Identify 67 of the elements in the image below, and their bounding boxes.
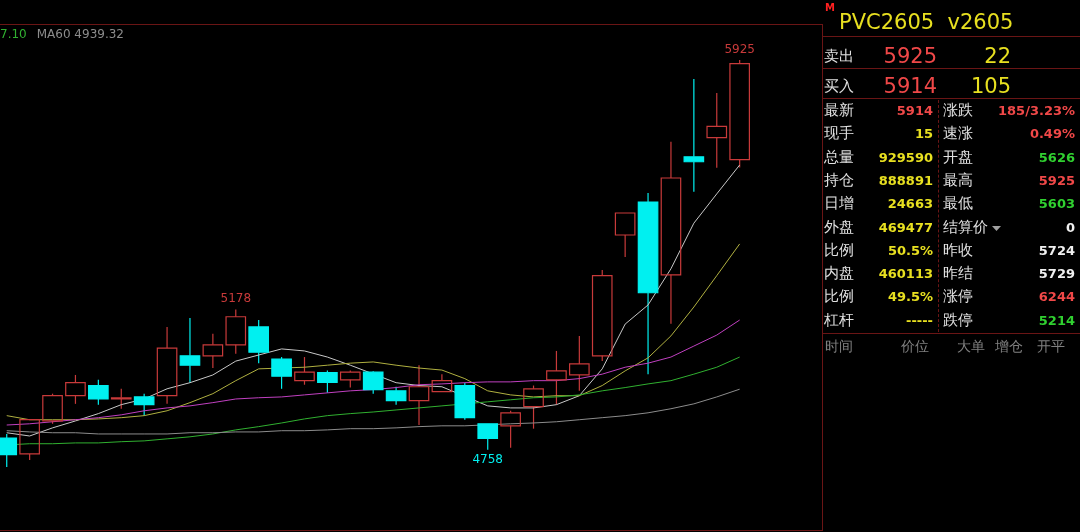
text: 跌停 [943, 310, 973, 329]
text: 5603 [1038, 195, 1075, 211]
annotation: 5178 [220, 291, 252, 306]
text: 5729 [1038, 265, 1075, 281]
text: 最低 [943, 193, 973, 212]
text: 5724 [1038, 242, 1075, 258]
text: 469477 [878, 219, 933, 234]
text: ----- [906, 312, 933, 328]
text: 现手 [824, 123, 854, 142]
text: 总量 [824, 147, 854, 166]
text: 929590 [878, 149, 933, 165]
candlestick [202, 333, 224, 369]
candlestick [706, 92, 728, 169]
text: 6244 [1038, 288, 1075, 304]
text: 5914 [896, 102, 933, 118]
text: 460113 [878, 265, 933, 281]
candlestick [637, 192, 659, 375]
text: 22 [984, 43, 1011, 68]
text: 日增 [824, 193, 854, 212]
text: 时间 [825, 338, 853, 354]
text: 开平 [1037, 338, 1065, 354]
candlestick [683, 78, 705, 193]
text: 5214 [1038, 312, 1075, 328]
candlestick [156, 326, 178, 405]
text: 买入 [824, 76, 854, 95]
text: 昨收 [943, 240, 973, 259]
text: M [825, 2, 835, 13]
text: 昨结 [943, 263, 973, 282]
text: 持仓 [824, 170, 854, 189]
candlestick [546, 350, 567, 406]
text: 105 [970, 73, 1011, 98]
text: 速涨 [943, 123, 973, 142]
text: 开盘 [943, 147, 973, 166]
candlestick [179, 317, 201, 384]
text: 比例 [824, 286, 854, 305]
text: 5925 [883, 43, 937, 68]
text: 杠杆 [824, 310, 854, 329]
text: 5914 [883, 73, 937, 98]
text: 外盘 [824, 217, 854, 235]
text: 大单 [957, 338, 985, 354]
text: 增仓 [995, 338, 1023, 354]
text: 最高 [943, 170, 973, 189]
text: 内盘 [824, 263, 854, 282]
text: 5626 [1038, 149, 1075, 165]
text: 49.5% [887, 288, 933, 304]
text: 卖出 [824, 46, 854, 65]
text: 涨停 [943, 286, 973, 305]
text: PVC2605 v2605 [839, 9, 1014, 34]
text: 7.10 [0, 27, 27, 41]
candlestick [408, 364, 430, 426]
text: 50.5% [887, 242, 933, 258]
text: MA60 4939.32 [36, 27, 124, 41]
text: 5925 [1038, 172, 1075, 188]
text: 价位 [901, 338, 929, 354]
text: 888891 [878, 172, 933, 188]
text: 结算价 [943, 217, 988, 235]
candlestick [660, 141, 682, 325]
text: 15 [914, 125, 933, 141]
annotation: 4758 [472, 451, 503, 466]
annotation: 5925 [724, 42, 755, 56]
text: 0 [1065, 219, 1075, 234]
text: 比例 [824, 240, 854, 259]
text: 0.49% [1029, 125, 1075, 141]
text: 最新 [824, 100, 854, 119]
text: 185/3.23% [998, 102, 1075, 118]
text: 24663 [887, 195, 933, 211]
text: 涨跌 [943, 100, 973, 119]
